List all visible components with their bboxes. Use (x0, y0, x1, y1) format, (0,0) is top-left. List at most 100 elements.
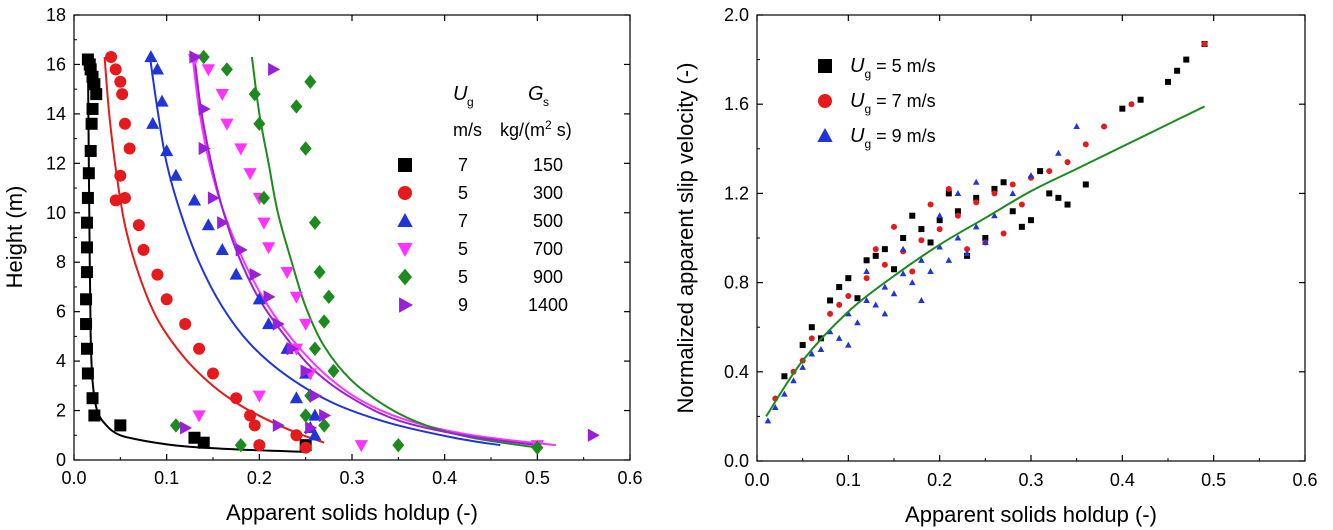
data-point--9-m-s (881, 283, 889, 290)
data-point-700 (215, 89, 229, 102)
data-point-1400 (207, 191, 220, 205)
data-point--9-m-s (954, 234, 962, 241)
data-point--5-m-s (854, 295, 861, 302)
data-point--5-m-s (1028, 217, 1034, 224)
legend-ug-value: 7 (458, 155, 468, 175)
legend-label-rest: = 5 m/s (871, 56, 936, 76)
data-point--7-m-s (872, 246, 879, 253)
y-tick-labels: 0 2 4 6 8 10 12 14 16 18 (46, 5, 66, 470)
data-point--9-m-s (1027, 172, 1035, 179)
data-point-150 (82, 167, 95, 180)
data-point-500 (150, 62, 164, 75)
data-point--7-m-s (1009, 181, 1016, 188)
data-point--7-m-s (808, 335, 815, 342)
data-point-500 (187, 193, 202, 206)
x-tick-label: 0.0 (744, 470, 769, 490)
y-tick-label: 1.2 (724, 183, 749, 203)
data-point--9-m-s (890, 290, 898, 297)
data-point--7-m-s (945, 185, 952, 192)
data-point--9-m-s (764, 417, 772, 424)
fit-curve-500 (148, 56, 501, 447)
legend-gs-value: 900 (533, 267, 563, 287)
data-point--9-m-s (945, 256, 953, 263)
legend-label-sub: g (864, 102, 871, 116)
data-point--7-m-s (836, 301, 843, 308)
data-point-300 (179, 318, 192, 331)
y-tick-label: 0.4 (724, 362, 749, 382)
y-tick-label: 12 (46, 153, 66, 173)
legend-marker-1400 (399, 297, 414, 313)
data-point-150 (80, 216, 93, 229)
legend-gs-unit-sup: 2 (545, 118, 552, 132)
data-point--9-m-s (771, 404, 779, 411)
data-point--5-m-s (1009, 208, 1016, 215)
data-point-300 (114, 75, 127, 88)
plot-area-frame (73, 14, 631, 461)
y-tick-label: 0 (56, 450, 66, 470)
data-point-150 (86, 392, 99, 405)
data-point--5-m-s (836, 284, 843, 291)
y-tick-label: 10 (46, 203, 66, 223)
data-point-900 (531, 440, 544, 455)
data-point--5-m-s (982, 235, 989, 241)
legend-marker-300 (398, 186, 412, 200)
data-point-500 (308, 408, 322, 421)
legend-label: Ug = 5 m/s (850, 55, 936, 81)
data-point-300 (244, 409, 257, 422)
data-point--5-m-s (1183, 56, 1190, 63)
legend-gs-value: 700 (533, 239, 563, 259)
data-point--9-m-s (1073, 123, 1080, 130)
legend-marker-150 (398, 158, 412, 172)
data-point--9-m-s (863, 268, 870, 274)
data-point-150 (84, 63, 97, 76)
data-points (80, 49, 600, 455)
data-point--7-m-s (927, 201, 934, 208)
legend-gs-unit-a: kg/(m (500, 120, 545, 140)
data-point-150 (188, 431, 201, 444)
legend-label-sub: g (864, 137, 871, 151)
data-point--5-m-s (1137, 96, 1144, 103)
data-point-700 (220, 118, 234, 131)
data-point-1400 (235, 243, 248, 257)
data-point--7-m-s (1000, 230, 1007, 237)
data-point-300 (132, 219, 145, 232)
data-point-500 (229, 267, 243, 280)
legend-marker-700 (397, 243, 413, 258)
data-point-150 (88, 409, 101, 422)
data-point-700 (243, 168, 257, 181)
fit-curve-300 (103, 56, 325, 444)
data-point--7-m-s (909, 268, 916, 275)
x-tick-label: 0.5 (1201, 470, 1226, 490)
legend-label: Ug = 7 m/s (850, 90, 936, 116)
data-point--9-m-s (963, 250, 971, 257)
data-point--7-m-s (863, 275, 870, 282)
data-point-700 (257, 217, 271, 230)
data-point-900 (318, 418, 331, 433)
data-point--9-m-s (881, 310, 889, 317)
chart-height-vs-holdup: 0.0 0.1 0.2 0.3 0.4 0.5 0.6 0 2 4 6 8 10 12 14 16 18 Ap… (2, 5, 643, 525)
legend-ug-value: 5 (458, 267, 468, 287)
data-point-1400 (587, 428, 600, 442)
data-point--5-m-s (881, 246, 888, 253)
legend-marker-900 (398, 268, 412, 286)
data-points (764, 40, 1208, 424)
data-point-900 (234, 437, 247, 453)
legend-label-rest: = 9 m/s (871, 126, 936, 146)
legend-header-ug-unit: m/s (453, 120, 482, 140)
data-point-300 (253, 439, 266, 452)
data-point-500 (252, 292, 266, 305)
data-point--7-m-s (954, 212, 961, 219)
x-tick-label: 0.2 (927, 470, 952, 490)
data-point--7-m-s (1046, 168, 1053, 175)
data-point-300 (123, 142, 136, 155)
data-point-300 (116, 88, 129, 101)
data-point-150 (81, 191, 94, 204)
data-point-300 (118, 191, 131, 204)
data-point--7-m-s (964, 246, 971, 253)
data-point-900 (290, 99, 303, 114)
data-point-700 (354, 440, 368, 453)
data-point--5-m-s (1082, 181, 1089, 188)
legend-marker-500 (397, 212, 413, 227)
x-tick-label: 0.1 (154, 468, 179, 488)
